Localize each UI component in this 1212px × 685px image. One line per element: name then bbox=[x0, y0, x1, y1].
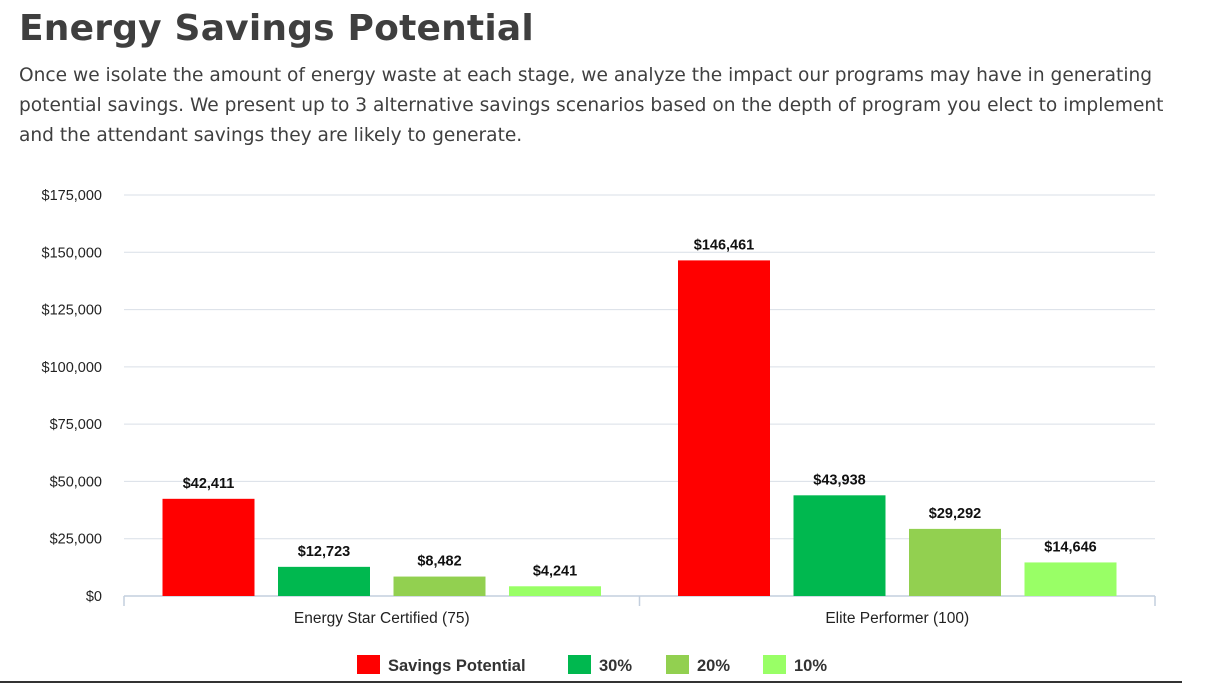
bar bbox=[509, 586, 601, 596]
y-tick-label: $150,000 bbox=[42, 245, 102, 261]
y-tick-label: $25,000 bbox=[50, 532, 102, 548]
bar-value-label: $4,241 bbox=[533, 563, 577, 579]
page-title: Energy Savings Potential bbox=[19, 8, 534, 49]
x-category-label: Elite Performer (100) bbox=[825, 610, 969, 627]
bar-value-label: $42,411 bbox=[183, 476, 235, 492]
bottom-divider bbox=[0, 681, 1182, 683]
legend-swatch bbox=[357, 655, 380, 674]
bar bbox=[278, 566, 370, 596]
y-tick-label: $50,000 bbox=[50, 474, 102, 490]
bar-value-label: $8,482 bbox=[417, 554, 461, 570]
y-tick-label: $0 bbox=[86, 589, 102, 605]
legend-label: 20% bbox=[697, 657, 730, 675]
bar-value-label: $12,723 bbox=[298, 544, 350, 560]
legend-swatch bbox=[666, 655, 689, 674]
y-tick-label: $125,000 bbox=[42, 303, 102, 319]
legend-label: Savings Potential bbox=[388, 657, 526, 675]
legend-label: 10% bbox=[794, 657, 827, 675]
y-tick-label: $75,000 bbox=[50, 417, 102, 433]
legend-swatch bbox=[568, 655, 591, 674]
bar-value-label: $43,938 bbox=[813, 472, 865, 488]
bar bbox=[793, 495, 886, 596]
x-category-label: Energy Star Certified (75) bbox=[294, 610, 470, 627]
bar bbox=[909, 528, 1001, 596]
y-tick-label: $175,000 bbox=[42, 188, 102, 204]
bar bbox=[393, 576, 486, 596]
bar-value-label: $29,292 bbox=[929, 506, 981, 522]
y-tick-label: $100,000 bbox=[42, 360, 102, 376]
intro-paragraph: Once we isolate the amount of energy was… bbox=[19, 65, 1164, 146]
bar-value-label: $146,461 bbox=[694, 237, 754, 253]
bar bbox=[1024, 562, 1117, 596]
bar bbox=[678, 260, 770, 596]
legend-swatch bbox=[763, 655, 786, 674]
bar bbox=[162, 498, 255, 596]
legend-label: 30% bbox=[599, 657, 632, 675]
bar-value-label: $14,646 bbox=[1044, 539, 1096, 555]
